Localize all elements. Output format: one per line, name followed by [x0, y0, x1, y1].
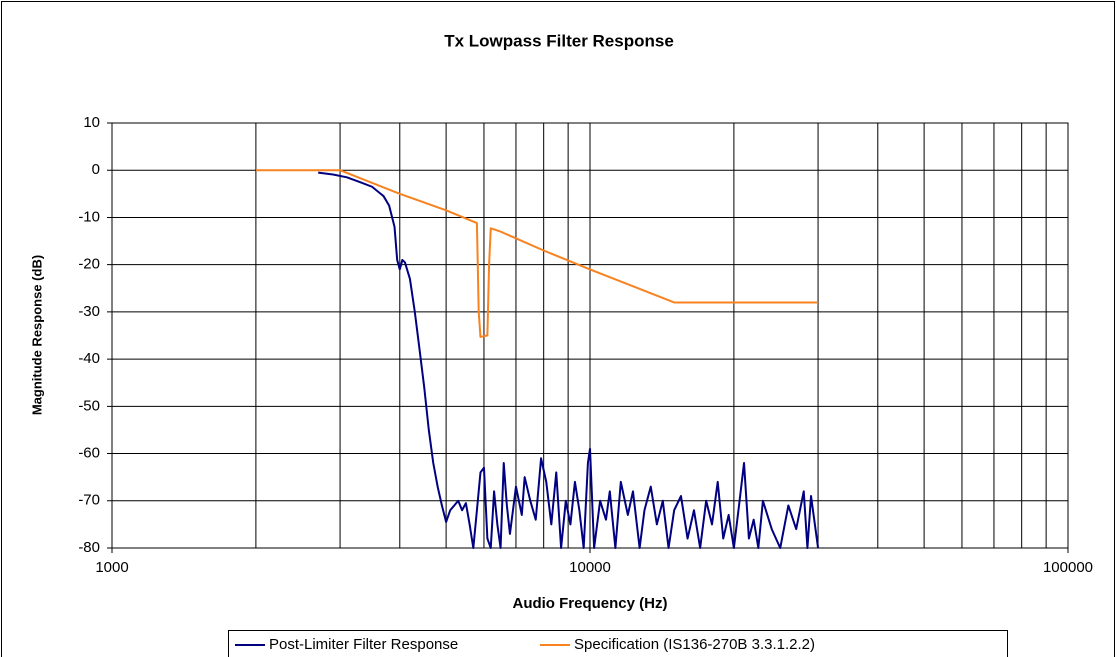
legend-box	[228, 630, 1008, 657]
y-tick-label: -80	[78, 539, 100, 556]
y-tick-label: -40	[78, 350, 100, 367]
y-axis-label: Magnitude Response (dB)	[29, 255, 44, 415]
y-tick-label: -30	[78, 303, 100, 320]
x-tick-label: 1000	[95, 559, 128, 576]
legend-label: Post-Limiter Filter Response	[269, 636, 458, 653]
y-tick-label: -60	[78, 445, 100, 462]
y-tick-label: -70	[78, 492, 100, 509]
y-tick-label: -50	[78, 397, 100, 414]
series-line	[255, 169, 819, 338]
y-tick-label: -10	[78, 208, 100, 225]
legend-label: Specification (IS136-270B 3.3.1.2.2)	[574, 636, 815, 653]
y-tick-label: 0	[92, 161, 100, 178]
series-line	[318, 171, 820, 549]
chart-title: Tx Lowpass Filter Response	[444, 31, 674, 50]
plot-frame	[111, 122, 1069, 549]
x-tick-label: 100000	[1043, 559, 1093, 576]
y-tick-label: 10	[83, 114, 100, 131]
x-tick-label: 10000	[569, 559, 611, 576]
y-tick-label: -20	[78, 256, 100, 273]
x-axis-label: Audio Frequency (Hz)	[512, 595, 667, 612]
